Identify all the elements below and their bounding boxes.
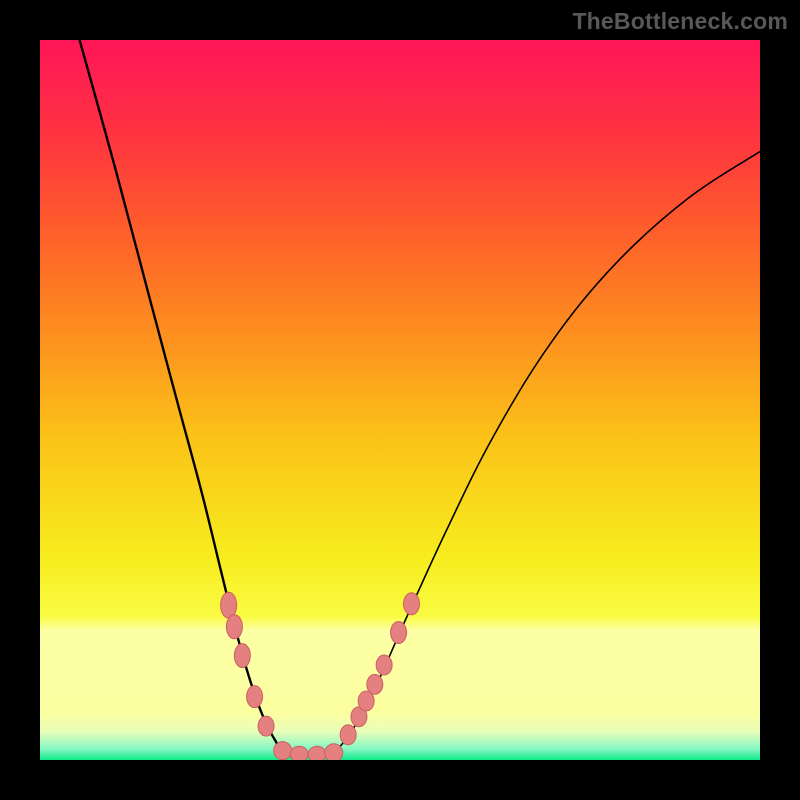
data-marker — [258, 716, 274, 736]
gradient-background — [40, 40, 760, 760]
data-marker — [325, 744, 343, 760]
data-marker — [221, 592, 237, 618]
watermark-text: TheBottleneck.com — [572, 8, 788, 35]
plot-svg — [40, 40, 760, 760]
data-marker — [391, 622, 407, 644]
data-marker — [340, 725, 356, 745]
data-marker — [367, 674, 383, 694]
data-marker — [376, 655, 392, 675]
data-marker — [274, 742, 292, 760]
data-marker — [404, 593, 420, 615]
data-marker — [247, 686, 263, 708]
data-marker — [226, 615, 242, 639]
data-marker — [234, 644, 250, 668]
data-marker — [308, 746, 326, 760]
data-marker — [290, 746, 308, 760]
chart-frame: TheBottleneck.com — [0, 0, 800, 800]
plot-area — [40, 40, 760, 760]
